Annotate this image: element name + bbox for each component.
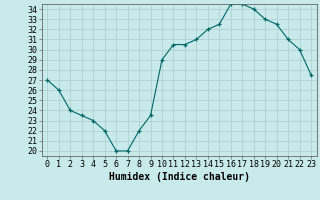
X-axis label: Humidex (Indice chaleur): Humidex (Indice chaleur) [109,172,250,182]
